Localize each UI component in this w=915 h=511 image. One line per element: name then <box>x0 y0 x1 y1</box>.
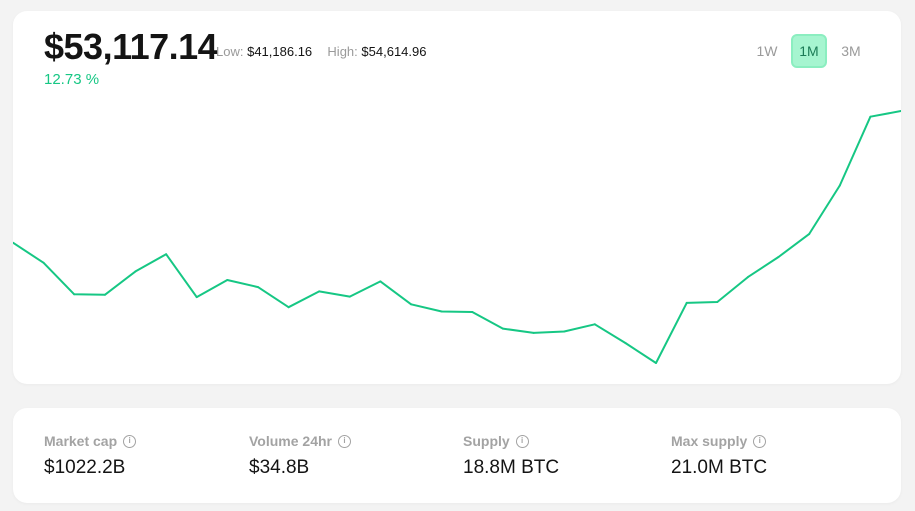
price-point <box>624 342 627 344</box>
low-label: Low: <box>216 44 244 59</box>
price-point <box>440 310 443 313</box>
price-point <box>746 276 749 279</box>
price-point <box>410 303 413 306</box>
price-point <box>134 270 137 273</box>
info-icon[interactable]: i <box>338 434 351 448</box>
stat-value: $34.8B <box>249 457 310 478</box>
price-point <box>13 241 14 244</box>
market-stats-card: Market cap i $1022.2B Volume 24hr i $34.… <box>13 408 901 503</box>
price-point <box>808 233 811 236</box>
stat-label: Max supply <box>671 433 748 449</box>
price-point <box>593 323 596 326</box>
price-point <box>838 184 841 187</box>
timeframe-tab-1m[interactable]: 1M <box>791 34 827 68</box>
timeframe-tab-1w[interactable]: 1W <box>756 43 778 59</box>
price-point <box>563 330 566 333</box>
price-point <box>532 331 535 334</box>
price-point <box>226 279 229 281</box>
price-point <box>777 256 780 258</box>
info-icon[interactable]: i <box>515 434 529 448</box>
stat-value: 18.8M BTC <box>463 457 560 478</box>
price-point <box>195 296 198 299</box>
timeframe-selector: 1W 1M 3M <box>749 34 875 68</box>
price-point <box>379 280 382 283</box>
info-icon[interactable]: i <box>123 434 137 448</box>
stat-label: Market cap <box>44 433 118 449</box>
stat-label: Volume 24hr <box>249 433 332 449</box>
price-point <box>165 253 168 256</box>
price-point <box>716 301 719 303</box>
price-point <box>103 293 106 296</box>
price-point <box>655 362 657 364</box>
price-point <box>73 293 76 296</box>
timeframe-tab-3m[interactable]: 3M <box>841 43 861 59</box>
price-point <box>900 110 901 112</box>
stat-value: 21.0M BTC <box>671 457 768 478</box>
price-range: Low: $41,186.16 High: $54,614.96 <box>216 44 426 59</box>
price-point <box>471 311 474 313</box>
info-icon[interactable]: i <box>753 434 767 448</box>
price-line <box>13 110 901 364</box>
high-label: High: <box>327 44 358 59</box>
price-line-chart <box>13 110 901 364</box>
high-value: $54,614.96 <box>361 44 427 59</box>
price-point <box>501 327 504 330</box>
stat-volume-24hr: Volume 24hr i $34.8B <box>249 433 351 479</box>
stat-max-supply: Max supply i 21.0M BTC <box>671 433 767 479</box>
price-point <box>348 295 351 298</box>
current-price: $53,117.14 <box>44 26 218 67</box>
price-point <box>685 301 688 304</box>
low-value: $41,186.16 <box>247 44 313 59</box>
price-point <box>42 261 45 264</box>
stat-value: $1022.2B <box>44 457 126 478</box>
stat-market-cap: Market cap i $1022.2B <box>44 433 137 479</box>
stat-label: Supply <box>463 433 510 449</box>
price-point <box>287 306 290 309</box>
price-point <box>257 286 259 289</box>
stat-supply: Supply i 18.8M BTC <box>463 433 559 479</box>
price-change-percent: 12.73 % <box>44 71 100 88</box>
price-point <box>318 290 321 293</box>
price-point <box>869 115 872 118</box>
price-chart-card: $53,117.14 Low: $41,186.16 High: $54,614… <box>13 11 901 384</box>
